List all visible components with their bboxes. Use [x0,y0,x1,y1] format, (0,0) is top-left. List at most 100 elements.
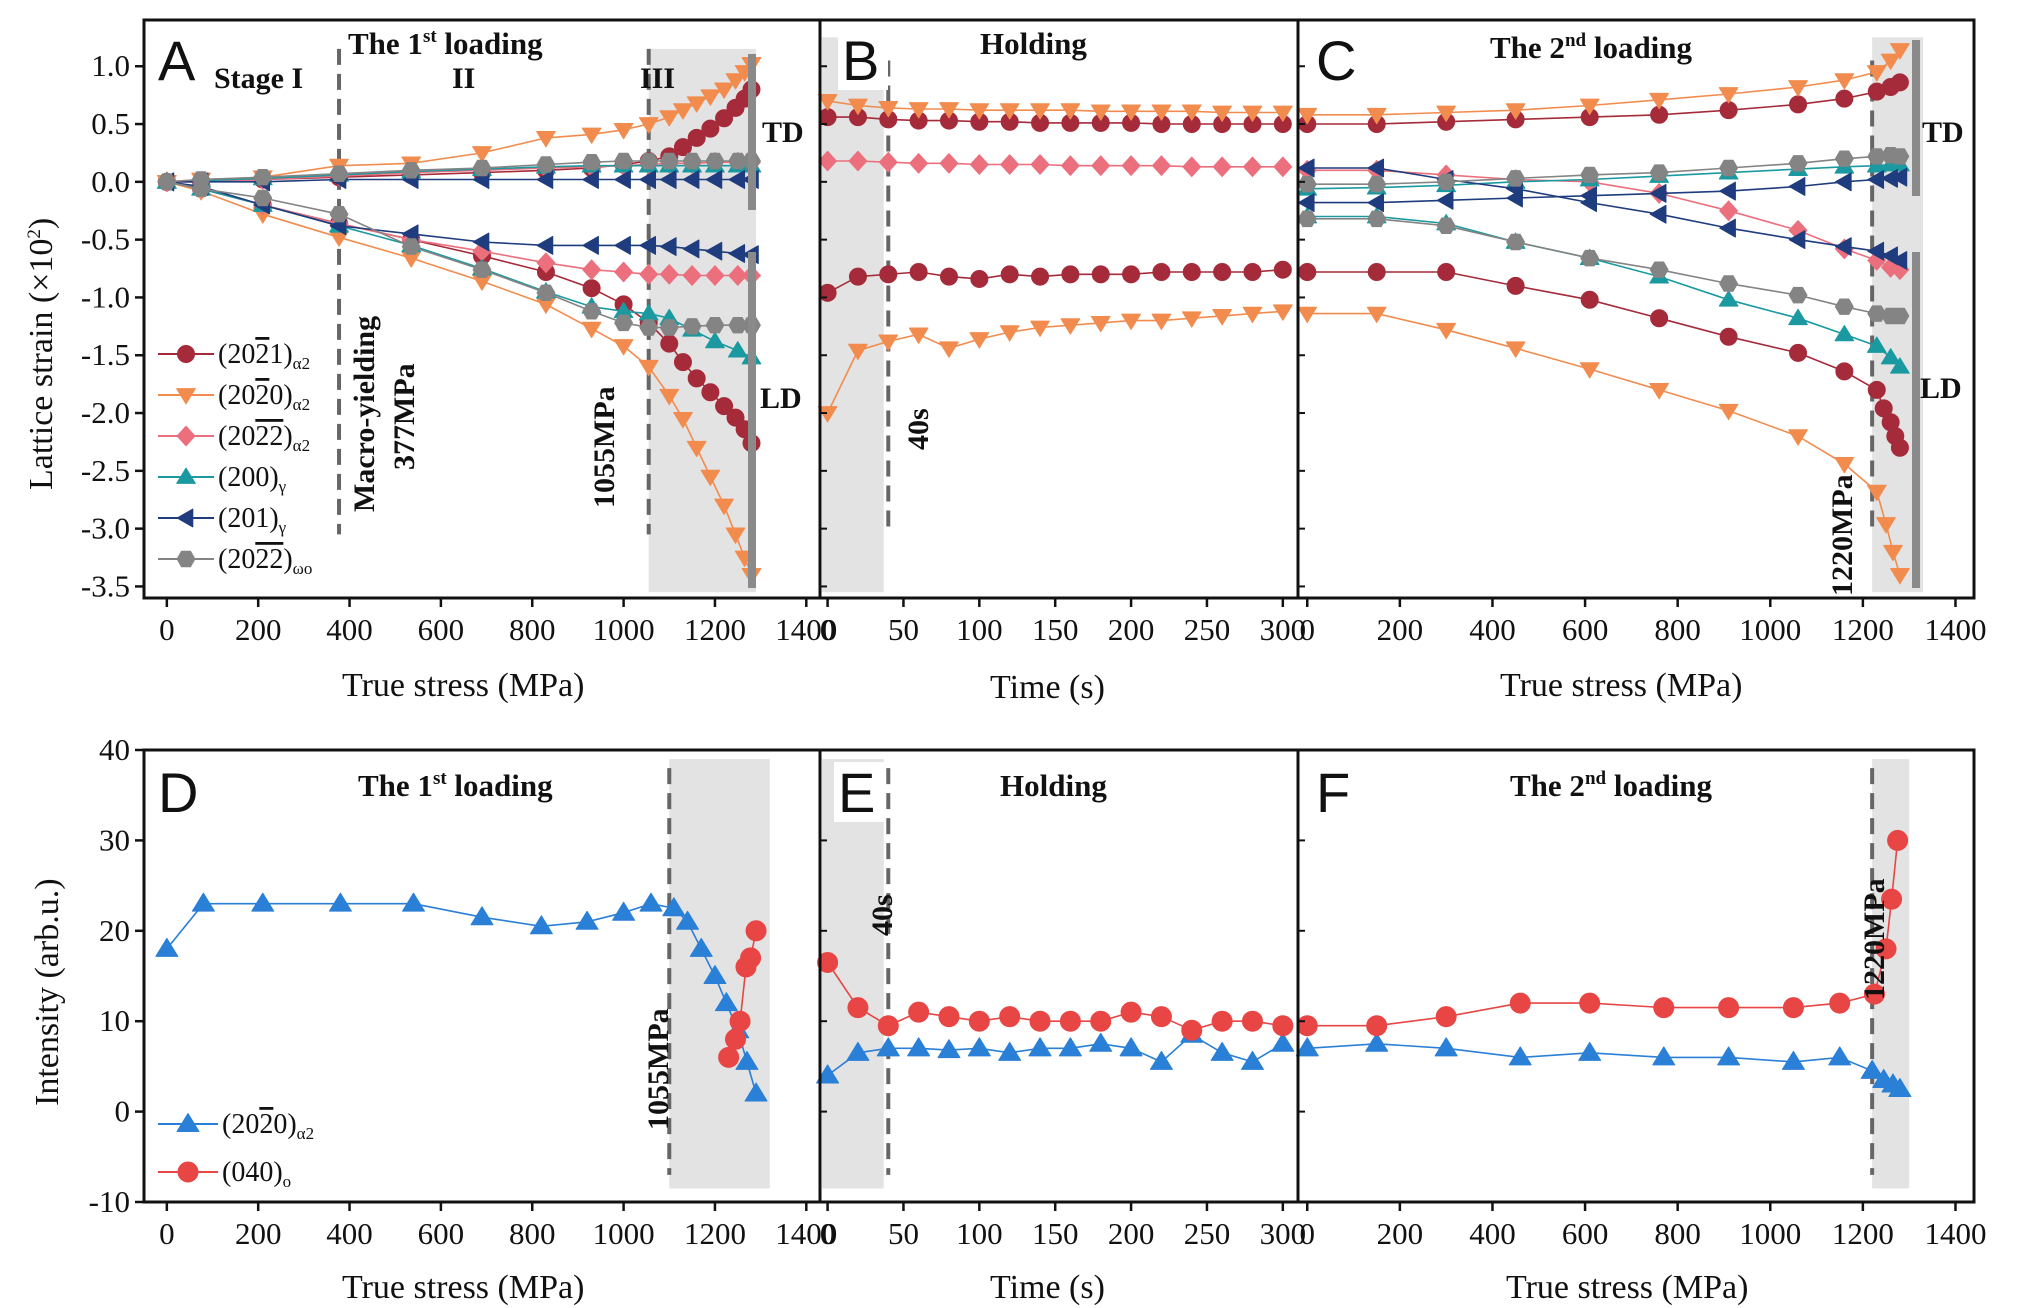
shaded-region-f [1872,759,1910,1189]
data-point [1272,304,1293,321]
data-point [1121,313,1141,330]
data-point [1788,429,1808,446]
data-point [1866,484,1887,502]
legend-marker [176,388,196,405]
ld-bar-a [748,252,756,588]
data-point [817,951,839,973]
data-point [1876,517,1896,534]
data-point [1000,265,1019,284]
data-point [1182,263,1201,282]
data-point [673,353,692,372]
x-tick-label: 600 [1562,612,1609,647]
data-point [1029,1010,1051,1032]
y-tick-label: -0.5 [81,222,130,257]
data-point [705,152,725,170]
data-point [1867,380,1886,399]
data-point [1182,156,1202,178]
data-point [1181,1019,1203,1041]
stress-1055-label-d: 1055MPa [642,1008,675,1130]
x-tick-label: 400 [1469,1216,1516,1251]
data-point [1090,315,1111,333]
data-point [705,170,723,189]
data-point [1881,888,1903,910]
data-point [1367,158,1385,178]
data-point [728,317,748,334]
data-point [1580,290,1599,309]
data-point [1890,568,1910,585]
data-point [472,146,492,163]
data-point [878,151,898,173]
data-point [1834,237,1852,257]
data-point [582,235,599,255]
data-point [1122,265,1141,284]
x-axis-label-c: True stress (MPa) [1500,667,1742,704]
data-point [1297,107,1318,125]
series-d-d_2020-0 [155,892,768,1102]
x-tick-label: 1400 [1924,612,1986,647]
ld-label-a: LD [760,382,802,415]
legend-item: (2020)α2 [158,380,310,414]
x-tick-label: 1000 [593,1216,655,1251]
data-point [1863,983,1885,1005]
data-point [1272,105,1293,122]
data-point [744,1082,768,1102]
shaded-region-e [822,759,884,1189]
data-point [1243,156,1262,178]
data-point [676,910,700,930]
data-point [999,103,1020,120]
data-point [969,103,990,120]
legend-label: (2022)α2 [218,421,310,455]
stress-1055-label-a: 1055MPa [588,386,621,508]
data-point [846,1041,870,1061]
x-tick-label: 150 [1032,1216,1079,1251]
td-label-a: TD [762,116,804,149]
x-tick-label: 600 [418,1216,465,1251]
data-point [673,138,692,157]
y-tick-label: -10 [89,1184,130,1219]
data-point [659,237,677,257]
data-point [1366,306,1387,324]
data-point [662,897,686,917]
data-point [1717,1046,1741,1066]
data-point [1867,148,1887,165]
data-point [581,127,602,144]
data-point [1580,186,1597,206]
data-point [878,334,899,351]
data-point [1436,105,1457,122]
data-point [582,154,601,171]
data-point [1579,362,1600,379]
x-tick-label: 400 [326,1216,373,1251]
data-point [251,892,275,912]
data-point [639,235,657,255]
data-point [1297,175,1317,193]
legend-label: (040)o [222,1157,291,1191]
x-tick-label: 200 [1108,1216,1155,1251]
data-point [876,1037,900,1057]
data-point [1866,65,1887,82]
data-point [703,965,727,984]
panel-letter-b: B [842,29,879,92]
data-point [470,906,494,926]
data-point [1273,156,1293,178]
data-point [725,1028,746,1050]
data-point [1119,1037,1143,1057]
data-point [1890,357,1910,374]
panel-title-c: The 2nd loading [1490,30,1693,65]
x-tick-label: 50 [888,612,919,647]
data-point [1649,261,1669,278]
data-point [729,1010,751,1032]
data-point [939,341,959,358]
data-point [878,100,899,118]
legend-marker [176,1113,200,1132]
data-point [682,318,702,335]
data-point [745,920,767,942]
data-point [1788,80,1808,97]
data-point [682,265,702,286]
data-point [1579,98,1600,115]
x-tick-label: 1400 [1924,1216,1986,1251]
data-point [1890,438,1909,457]
data-point [614,152,633,170]
ld-bar-c [1912,252,1920,588]
data-point [401,892,425,912]
panel-letter-e: E [838,761,875,824]
